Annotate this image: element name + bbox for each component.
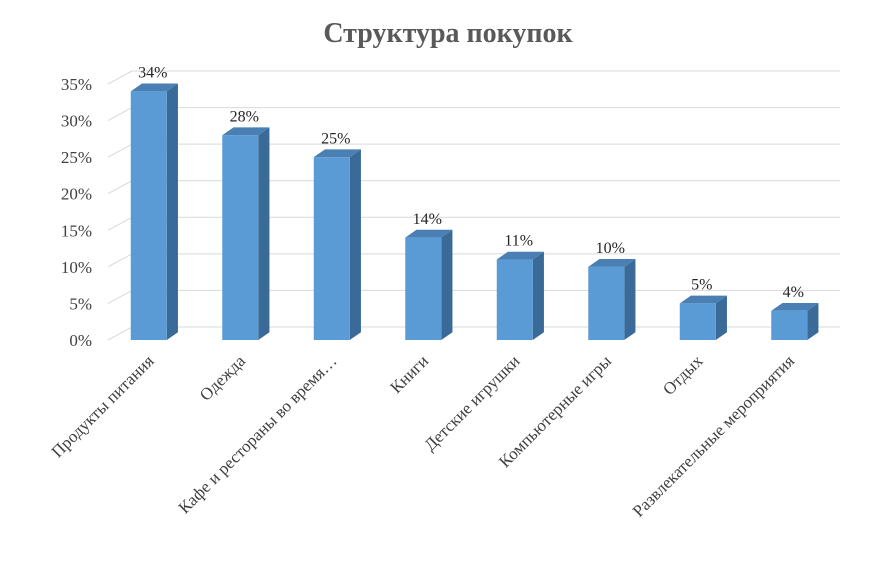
gridline-depth <box>107 253 133 268</box>
y-tick-label: 30% <box>61 112 92 131</box>
category-label: Книги <box>386 351 432 397</box>
bar-front <box>222 135 259 340</box>
category-label: Развлекательные мероприятия <box>629 351 798 520</box>
gridline-depth <box>107 143 133 158</box>
bar-side <box>441 229 453 340</box>
gridline-depth <box>107 180 133 195</box>
gridline-depth <box>107 289 133 304</box>
y-tick-label: 20% <box>61 185 92 204</box>
chart-title: Структура покупок <box>323 18 573 49</box>
bar <box>405 229 453 340</box>
y-tick-label: 10% <box>61 258 92 277</box>
data-label: 34% <box>138 65 167 82</box>
gridline-depth <box>107 107 133 122</box>
bar-front <box>130 91 167 340</box>
data-label: 25% <box>321 130 350 147</box>
bar <box>588 259 636 340</box>
data-labels: 34% 28% 25% 14% 11% 10% 5% 4% <box>138 65 804 301</box>
bar-side <box>258 127 270 341</box>
bar-front <box>588 266 625 340</box>
bar-top <box>588 259 636 267</box>
gridline-depth <box>107 70 133 85</box>
y-tick-label: 5% <box>69 294 92 313</box>
y-tick-label: 25% <box>61 148 92 167</box>
bars <box>130 83 819 341</box>
bar-side <box>807 302 819 340</box>
bar-top <box>313 149 361 158</box>
bar-side <box>349 149 361 340</box>
bar <box>771 302 819 340</box>
bar-side <box>166 83 178 340</box>
bar-front <box>771 310 808 340</box>
bar-top <box>679 295 727 304</box>
data-label: 28% <box>230 108 259 125</box>
bar-top <box>771 302 819 311</box>
y-axis-ticks: 0% 5% 10% 15% 20% 25% 30% 35% <box>61 75 92 350</box>
category-label: Кафе и рестораны во время… <box>175 351 341 517</box>
bar <box>130 83 178 340</box>
y-tick-label: 35% <box>61 75 92 94</box>
bar-top <box>130 83 178 92</box>
bar-top <box>405 229 453 238</box>
bar-side <box>532 251 544 340</box>
gridline-depth <box>107 326 133 341</box>
bar <box>313 149 361 340</box>
bar-side <box>715 295 727 340</box>
data-label: 10% <box>596 240 625 257</box>
bar <box>222 127 270 341</box>
gridline-depth <box>107 216 133 231</box>
bar <box>496 251 544 340</box>
data-label: 11% <box>504 233 533 250</box>
category-label: Продукты питания <box>48 351 158 461</box>
category-label: Детские игрушки <box>420 351 523 454</box>
category-label: Отдых <box>659 351 707 399</box>
category-label: Одежда <box>196 351 249 404</box>
data-label: 4% <box>783 284 804 301</box>
data-label: 5% <box>691 277 712 294</box>
bar-top <box>496 251 544 260</box>
y-tick-label: 0% <box>69 331 92 350</box>
y-tick-label: 15% <box>61 221 92 240</box>
bar-side <box>624 259 636 340</box>
bar-front <box>405 237 442 340</box>
gridlines <box>107 70 840 341</box>
bar <box>679 295 727 340</box>
data-label: 14% <box>413 211 442 228</box>
bar-front <box>313 157 350 340</box>
bar-top <box>222 127 270 136</box>
bar-front <box>496 259 533 340</box>
bar-front <box>679 303 716 340</box>
